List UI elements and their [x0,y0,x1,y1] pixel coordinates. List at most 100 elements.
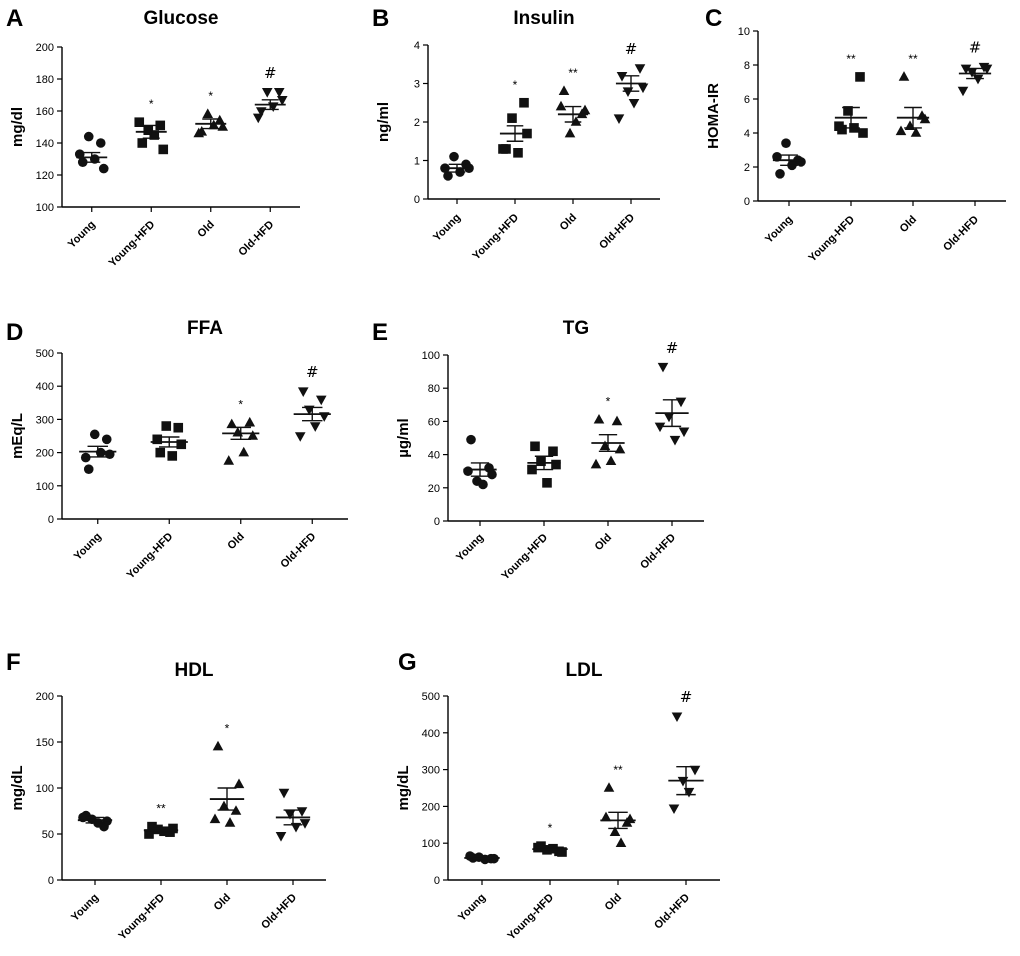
data-point [669,435,681,446]
data-point [981,64,993,75]
y-tick-label: 6 [744,94,750,106]
data-point [593,413,605,424]
category-label: Old [212,892,233,913]
data-point [689,765,701,776]
data-point [615,837,627,847]
category-label: Young [69,892,101,924]
chart-panel-e: E TG µg/ml 0 20 40 60 80 100 Young Young-HFD Old Old… [372,318,704,582]
data-point [296,807,308,817]
y-tick-label: 2 [414,117,420,129]
y-tick-label: 200 [36,42,54,54]
data-point [590,458,602,469]
significance-marker: ** [908,52,918,66]
panel-letter: C [705,5,722,32]
category-label: Old [195,219,216,240]
data-point [275,832,287,842]
y-tick-label: 120 [36,170,54,182]
category-label: Old-HFD [652,892,692,932]
data-point [579,104,591,115]
data-point [634,64,646,74]
significance-marker: ** [613,763,623,777]
y-axis-label: µg/ml [395,418,412,457]
significance-marker: * [513,78,518,92]
y-axis-label: HOMA-IR [705,83,722,149]
y-tick-label: 140 [36,138,54,150]
y-axis-label: mEq/L [9,413,26,459]
category-label: Old [603,892,624,913]
panel-letter: F [6,649,21,676]
y-tick-label: 4 [414,40,420,52]
category-label: Old [593,532,614,553]
y-axis-label: mg/dL [9,766,26,811]
significance-marker: # [666,339,679,357]
y-tick-label: 0 [434,516,440,528]
data-point [603,782,615,792]
y-tick-label: 0 [48,875,54,887]
data-point [466,434,476,445]
y-tick-label: 100 [36,783,54,795]
category-label: Old [898,214,919,235]
category-label: Young-HFD [125,531,176,582]
y-tick-label: 0 [434,875,440,887]
data-point [247,430,259,440]
category-label: Young-HFD [806,214,857,265]
data-point [498,144,508,154]
y-tick-label: 200 [422,801,440,813]
data-point [668,804,680,815]
data-point [536,456,546,467]
chart-title: HDL [174,660,213,681]
y-axis-label: mg/dL [395,766,412,811]
data-point [843,106,853,116]
data-point [217,121,229,131]
significance-marker: * [238,398,243,412]
data-point [513,148,523,158]
data-point [637,83,649,94]
category-label: Young [66,219,98,251]
y-tick-label: 2 [744,162,750,174]
y-tick-label: 10 [738,26,750,38]
data-point [957,86,969,97]
data-point [232,426,244,437]
data-point [309,422,321,432]
data-point [487,469,497,480]
data-point [542,478,552,488]
data-point [168,823,178,834]
data-point [555,100,567,111]
category-label: Old-HFD [638,532,678,572]
data-point [855,72,865,82]
data-point [233,778,245,789]
data-point [273,88,285,98]
data-point [530,441,540,452]
data-point [972,74,984,85]
data-point [153,824,163,835]
data-point [611,415,623,426]
data-point [654,422,666,433]
data-point [252,113,264,124]
y-tick-label: 1 [414,156,420,168]
data-point [834,121,844,131]
category-label: Young-HFD [499,532,550,583]
data-point [137,138,148,148]
category-label: Old-HFD [259,892,299,932]
significance-marker: * [149,97,154,111]
significance-marker: * [225,722,230,736]
category-label: Old [225,531,246,552]
data-point [83,131,94,142]
data-point [519,97,529,108]
category-label: Young-HFD [116,892,167,943]
data-point [613,114,625,124]
y-tick-label: 150 [36,737,54,749]
category-label: Old-HFD [941,214,981,254]
chart-title: Glucose [144,8,219,29]
data-point [155,447,166,458]
data-point [570,116,582,126]
data-point [77,157,88,167]
data-point [226,418,238,429]
data-point [209,813,221,824]
data-point [101,434,112,445]
data-point [677,776,689,787]
data-point [144,829,154,839]
data-point [155,120,166,131]
panel-letter: E [372,319,388,346]
data-point [558,85,570,95]
